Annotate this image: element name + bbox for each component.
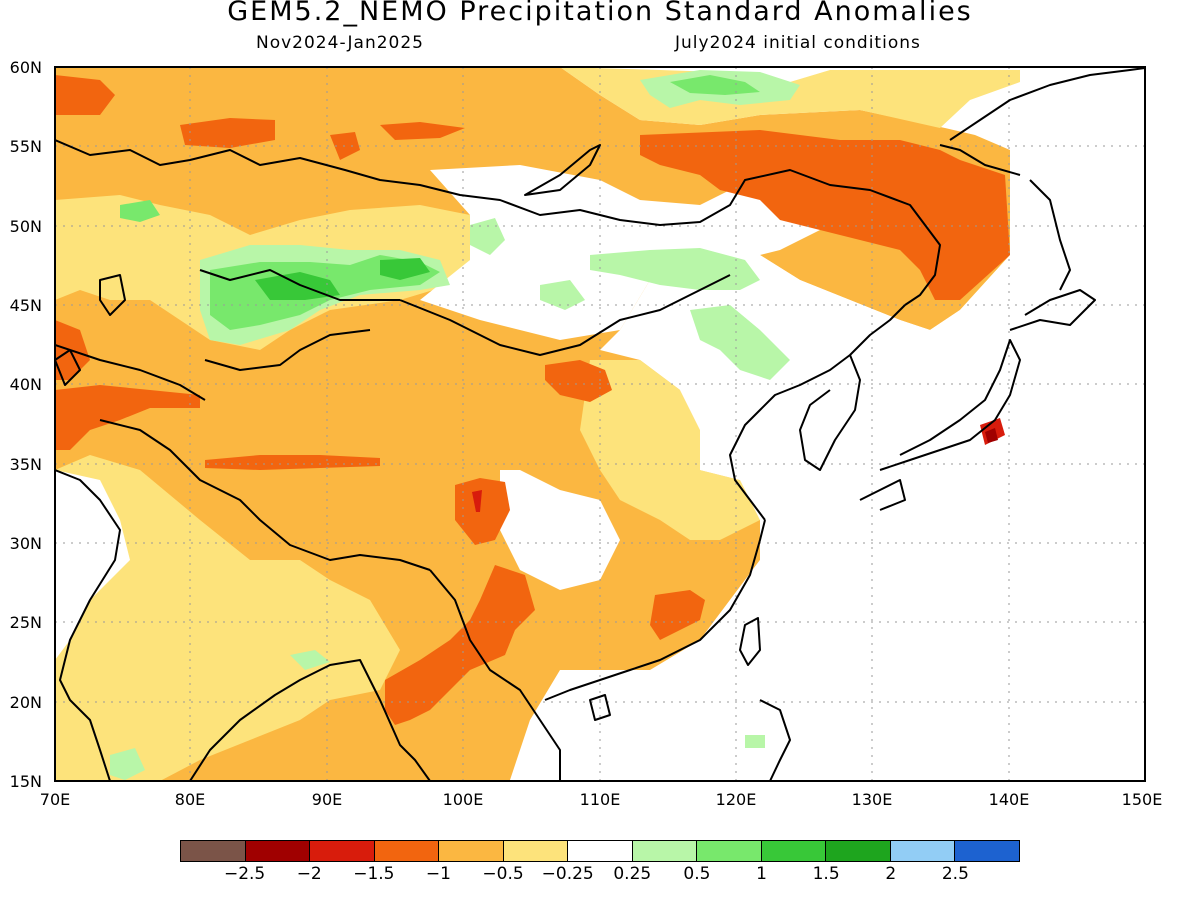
positive-light-mongolia — [590, 248, 760, 290]
lon-label: 120E — [715, 790, 757, 809]
anomaly-strong-tibet-core — [472, 490, 482, 512]
legend-swatch — [245, 841, 311, 861]
anomaly-strong-southchina — [650, 590, 705, 640]
positive-mid-north — [120, 200, 160, 222]
lat-label: 15N — [9, 772, 42, 791]
map-subtitle-period: Nov2024-Jan2025 — [256, 33, 424, 53]
positive-mid-siberia-north-2 — [670, 75, 760, 95]
positive-light-bengal — [290, 650, 330, 670]
legend-swatch — [439, 841, 504, 861]
legend-tick-label: −2 — [296, 864, 322, 884]
lat-label: 20N — [9, 693, 42, 712]
legend-tick-label: 2.5 — [941, 864, 969, 884]
legend-swatch — [761, 841, 827, 861]
legend-swatch — [632, 841, 698, 861]
positive-light-ocean — [745, 735, 765, 748]
legend-swatch — [568, 841, 633, 861]
legend-tick-label: 0.5 — [683, 864, 711, 884]
legend-swatch — [310, 841, 375, 861]
lat-label: 40N — [9, 375, 42, 394]
neutral-region-tibet — [500, 470, 620, 590]
legend-tick-label: −0.5 — [482, 864, 524, 884]
neutral-region-east — [680, 240, 1145, 781]
lon-label: 80E — [174, 790, 206, 809]
anomaly-region-light-4 — [580, 360, 760, 540]
anomaly-dark-japan — [985, 428, 998, 443]
positive-light-seasia — [110, 748, 145, 780]
lat-label: 60N — [9, 58, 42, 77]
coastlines — [55, 67, 1145, 781]
positive-light-china — [690, 305, 790, 380]
legend-swatch — [503, 841, 569, 861]
legend-tick-label: 2 — [885, 864, 897, 884]
anomaly-strong-kazakh-2 — [380, 122, 465, 140]
lat-label: 25N — [9, 613, 42, 632]
legend-swatch — [955, 841, 1019, 861]
lat-label: 50N — [9, 217, 42, 236]
positive-strong-kazakh-2 — [380, 258, 430, 280]
map-frame — [54, 66, 1146, 782]
legend-tick-label: 1.5 — [812, 864, 840, 884]
legend-swatch — [890, 841, 956, 861]
lon-label: 70E — [39, 790, 71, 809]
legend-swatch — [374, 841, 440, 861]
anomaly-strong-indochina — [385, 565, 535, 725]
legend-tick-label: −1.5 — [353, 864, 395, 884]
legend-swatch — [697, 841, 762, 861]
anomaly-strong-northeast — [640, 130, 1010, 300]
color-legend — [180, 840, 1020, 862]
anomaly-strong-pakistan — [55, 385, 200, 450]
map-title: GEM5.2_NEMO Precipitation Standard Anoma… — [227, 0, 973, 27]
lat-label: 55N — [9, 137, 42, 156]
legend-tick-label: −0.25 — [541, 864, 594, 884]
legend-swatch — [826, 841, 891, 861]
anomaly-strong-kazakh — [180, 118, 275, 148]
lat-label: 45N — [9, 296, 42, 315]
legend-tick-label: −1 — [425, 864, 451, 884]
legend-tick-label: −2.5 — [223, 864, 266, 884]
lon-label: 150E — [1121, 790, 1163, 809]
anomaly-strong-tibet — [455, 478, 510, 545]
legend-tick-label: 0.25 — [613, 864, 652, 884]
anomaly-strong-band — [205, 455, 380, 470]
lon-label: 90E — [311, 790, 343, 809]
lat-label: 35N — [9, 455, 42, 474]
lon-label: 140E — [988, 790, 1030, 809]
lon-label: 100E — [442, 790, 484, 809]
legend-tick-label: 1 — [756, 864, 767, 884]
lon-label: 110E — [579, 790, 621, 809]
legend-swatch — [181, 841, 246, 861]
positive-mid-siberia — [470, 218, 505, 255]
map-subtitle-init: July2024 initial conditions — [675, 33, 921, 53]
anomaly-strong-mongolia — [545, 360, 612, 402]
lon-label: 130E — [851, 790, 893, 809]
anomaly-strong-west — [55, 75, 115, 115]
positive-light-mongolia-2 — [540, 280, 585, 310]
anomaly-region-light-3 — [55, 455, 400, 781]
lat-label: 30N — [9, 534, 42, 553]
